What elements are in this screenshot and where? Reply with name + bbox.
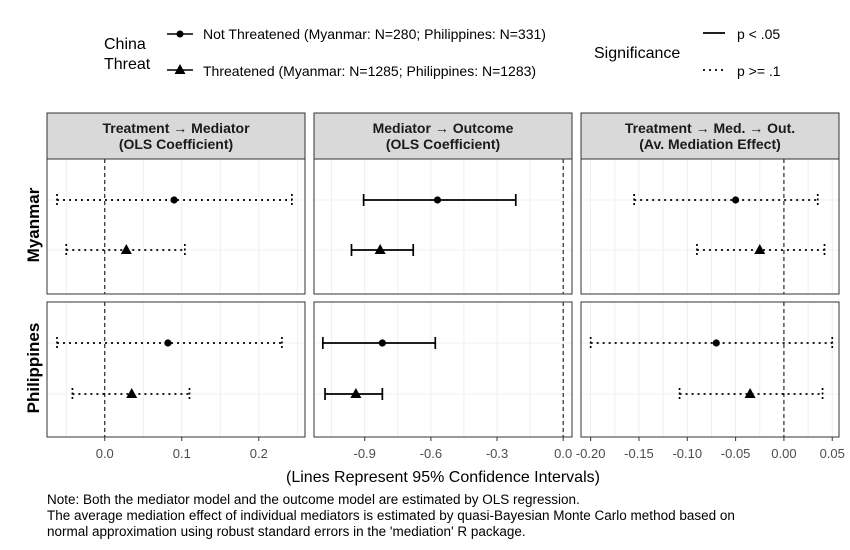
x-tick-label: -0.05 <box>721 446 751 461</box>
point-estimate-triangle <box>126 388 138 398</box>
facet-strip-1 <box>313 112 573 160</box>
point-estimate-triangle <box>744 388 756 398</box>
panel-bg-r0-c1 <box>314 159 572 294</box>
x-tick-label: -0.15 <box>624 446 654 461</box>
panel-bg-r1-c0 <box>47 302 305 437</box>
x-tick-label: 0.0 <box>96 446 114 461</box>
point-estimate-triangle <box>754 244 766 254</box>
legend-key-triangle-icon <box>174 64 186 74</box>
legend-group-title-line1: China <box>104 36 146 53</box>
panel-bg-r0-c2 <box>581 159 839 294</box>
point-estimate-circle <box>164 339 172 347</box>
row-label-myanmar: Myanmar <box>24 187 43 262</box>
x-tick-label: 0.0 <box>554 446 572 461</box>
note-line-2: The average mediation effect of individu… <box>47 508 735 523</box>
legend-key-circle-icon <box>176 30 184 38</box>
panel-border-r0-c0 <box>46 158 306 295</box>
x-tick-label: -0.3 <box>486 446 508 461</box>
legend-sig-item-solid: p < .05 <box>737 26 780 42</box>
point-estimate-circle <box>378 339 386 347</box>
point-estimate-circle <box>170 196 178 204</box>
panel-border-r1-c0 <box>46 301 306 438</box>
facet-title-0-0: Treatment → Mediator <box>102 120 250 136</box>
x-tick-label: 0.1 <box>173 446 191 461</box>
point-estimate-triangle <box>374 244 386 254</box>
point-estimate-triangle <box>120 244 132 254</box>
x-tick-label: -0.10 <box>672 446 702 461</box>
facet-title-1-1: (OLS Coefficient) <box>386 136 500 152</box>
note-line-1: Note: Both the mediator model and the ou… <box>47 492 580 507</box>
x-tick-label: -0.6 <box>420 446 442 461</box>
legend-item-threatened: Threatened (Myanmar: N=1285; Philippines… <box>203 63 536 79</box>
panel-border-r1-c1 <box>313 301 573 438</box>
legend-significance-title: Significance <box>594 45 680 62</box>
x-tick-label: -0.20 <box>576 446 606 461</box>
panel-bg-r1-c2 <box>581 302 839 437</box>
point-estimate-circle <box>732 196 740 204</box>
x-axis-title: (Lines Represent 95% Confidence Interval… <box>286 469 600 486</box>
x-tick-label: 0.2 <box>250 446 268 461</box>
legend-group-title-line2: Threat <box>104 56 151 73</box>
facet-title-0-1: (OLS Coefficient) <box>119 136 233 152</box>
x-tick-label: 0.05 <box>820 446 845 461</box>
panel-bg-r0-c0 <box>47 159 305 294</box>
facet-title-2-1: (Av. Mediation Effect) <box>639 136 781 152</box>
facet-grid: Treatment → Mediator(OLS Coefficient)0.0… <box>46 112 845 461</box>
panel-border-r1-c2 <box>580 301 840 438</box>
legend-sig-item-dotted: p >= .1 <box>737 63 781 79</box>
facet-strip-0 <box>46 112 306 160</box>
note-line-3: normal approximation using robust standa… <box>47 524 526 539</box>
legend: China Threat Not Threatened (Myanmar: N=… <box>104 26 781 79</box>
panel-bg-r1-c1 <box>314 302 572 437</box>
panel-border-r0-c2 <box>580 158 840 295</box>
point-estimate-circle <box>433 196 442 204</box>
panel-border-r0-c1 <box>313 158 573 295</box>
row-label-philippines: Philippines <box>24 323 43 414</box>
facet-title-1-0: Mediator → Outcome <box>373 120 514 136</box>
legend-item-not-threatened: Not Threatened (Myanmar: N=280; Philippi… <box>203 26 546 42</box>
point-estimate-circle <box>712 339 720 347</box>
x-tick-label: -0.9 <box>354 446 376 461</box>
x-tick-label: 0.00 <box>771 446 796 461</box>
facet-title-2-0: Treatment → Med. → Out. <box>625 120 795 136</box>
facet-strip-2 <box>580 112 840 160</box>
point-estimate-triangle <box>350 388 362 398</box>
